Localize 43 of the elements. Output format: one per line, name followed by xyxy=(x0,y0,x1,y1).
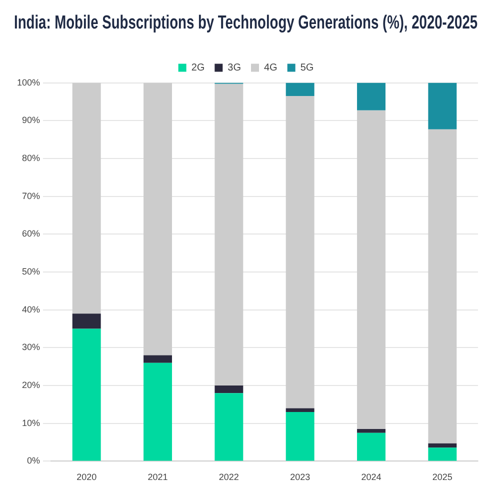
bar xyxy=(428,448,457,461)
legend-label: 2G xyxy=(191,62,205,74)
y-tick-label: 60% xyxy=(22,228,40,239)
bar xyxy=(357,429,386,433)
bar xyxy=(286,96,314,408)
y-tick-label: 90% xyxy=(22,115,40,126)
x-tick-label: 2025 xyxy=(432,472,452,482)
bar xyxy=(214,393,244,461)
bar xyxy=(72,82,101,314)
y-tick-label: 20% xyxy=(22,380,40,390)
y-tick-label: 70% xyxy=(22,190,40,201)
bar xyxy=(357,110,386,430)
bar xyxy=(286,408,314,412)
y-tick-label: 80% xyxy=(22,152,40,163)
bar xyxy=(428,129,457,444)
bar xyxy=(72,328,101,461)
bar xyxy=(144,355,172,363)
bar xyxy=(286,82,314,96)
bar xyxy=(214,84,244,386)
x-tick-label: 2022 xyxy=(218,472,239,482)
y-tick-label: 30% xyxy=(22,342,40,352)
y-tick-label: 0% xyxy=(27,456,40,466)
legend-label: 4G xyxy=(264,62,278,74)
x-tick-label: 2024 xyxy=(361,472,382,482)
chart-title: India: Mobile Subscriptions by Technology Generations (%), 2020-2025 xyxy=(14,11,478,34)
y-tick-label: 40% xyxy=(22,304,40,314)
bar xyxy=(72,314,101,329)
bar xyxy=(357,82,386,110)
bar xyxy=(214,386,244,394)
y-tick-label: 100% xyxy=(16,77,40,88)
legend-label: 5G xyxy=(300,62,314,74)
x-tick-label: 2020 xyxy=(76,472,97,482)
bar xyxy=(428,82,457,130)
x-tick-label: 2021 xyxy=(148,472,168,482)
bar xyxy=(144,362,172,461)
y-tick-label: 10% xyxy=(22,418,40,428)
bar xyxy=(428,443,457,448)
bar xyxy=(357,432,386,461)
bar xyxy=(144,82,172,356)
x-tick-label: 2023 xyxy=(290,472,310,482)
y-tick-label: 50% xyxy=(22,266,40,276)
bar xyxy=(286,412,314,461)
legend-label: 3G xyxy=(228,62,242,74)
